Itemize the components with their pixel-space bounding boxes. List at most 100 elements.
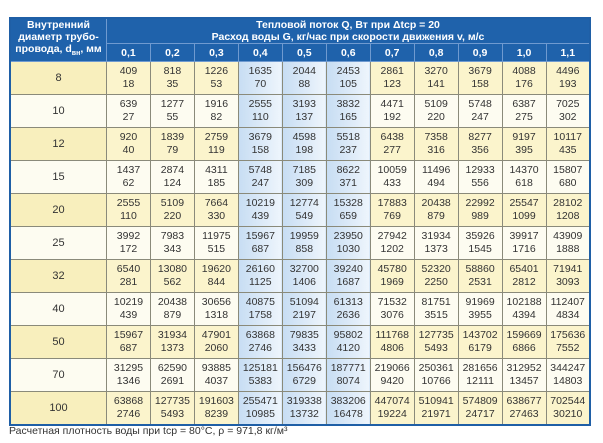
water-flow-value: 356 [471,144,489,156]
heat-flow-value: 81751 [421,296,451,308]
value-cell: 26160 1125 [237,259,283,293]
value-cell: 10117 435 [545,127,591,161]
value-cell: 187771 8074 [325,358,371,392]
water-flow-value: 1888 [556,243,580,255]
value-cell: 7664 330 [193,193,239,227]
water-flow-value: 2812 [512,276,536,288]
heat-flow-value: 4311 [205,164,228,176]
heat-flow-value: 7664 [204,197,229,209]
value-cell: 1226 53 [193,61,239,95]
heat-flow-value: 1226 [204,65,229,77]
heat-flow-value: 383206 [330,395,366,407]
water-flow-value: 185 [207,177,226,189]
water-flow-value: 158 [471,78,489,90]
water-flow-value: 16478 [333,408,363,420]
water-flow-value: 858 [295,243,314,255]
value-cell: 6438 277 [369,127,415,161]
water-flow-value: 1716 [512,243,536,255]
value-cell: 65401 2812 [501,259,547,293]
heat-flow-value: 2555 [248,98,273,110]
header-text: , мм [80,43,102,56]
heat-flow-value: 3193 [292,98,316,110]
diameter-cell: 8 [9,61,107,95]
value-cell: 31295 1346 [106,358,151,392]
heat-flow-value: 8622 [336,164,360,176]
heat-flow-value: 15328 [333,197,363,209]
heat-flow-value: 58860 [465,263,495,275]
water-flow-value: 137 [295,111,314,123]
value-cell: 23950 1030 [325,226,371,260]
water-flow-value: 18 [122,78,135,90]
value-cell: 4598 198 [281,127,327,161]
diameter-cell: 12 [9,127,107,161]
water-flow-value: 3515 [424,309,448,321]
heat-flow-value: 127735 [418,329,454,341]
heat-flow-value: 3832 [336,98,360,110]
table-row: 15 1437 62 2874 124 4311 185 5748 247 7185 309 8622… [9,160,591,194]
heat-flow-value: 15807 [553,164,583,176]
value-cell: 1437 62 [106,160,151,194]
value-cell: 2453 105 [325,61,371,95]
heat-flow-value: 312952 [506,362,542,374]
water-flow-value: 10985 [245,408,275,420]
value-cell: 5109 220 [413,94,459,128]
heat-flow-value: 159669 [506,329,542,341]
water-flow-value: 123 [383,78,401,90]
water-flow-value: 27463 [509,408,539,420]
value-cell: 32700 1406 [281,259,327,293]
heat-flow-value: 25547 [509,197,539,209]
value-cell: 2555 110 [237,94,283,128]
table-row: 100 63868 2746 127735 5493 191603 8239 255471 10… [9,391,591,426]
value-cell: 81751 3515 [413,292,459,326]
value-cell: 4471 192 [369,94,415,128]
heat-flow-value: 17883 [377,197,407,209]
value-cell: 191603 8239 [193,391,239,426]
value-cell: 4088 176 [501,61,547,95]
heat-flow-value: 14370 [509,164,539,176]
heat-flow-value: 2453 [336,65,360,77]
value-cell: 255471 10985 [237,391,283,426]
heat-flow-value: 20438 [421,197,451,209]
water-flow-value: 193 [559,78,577,90]
diameter-cell: 40 [9,292,107,326]
water-flow-value: 549 [295,210,314,222]
value-cell: 22992 989 [457,193,503,227]
water-flow-value: 3093 [556,276,580,288]
diameter-cell: 100 [9,391,107,426]
water-flow-value: 10766 [421,375,451,387]
water-flow-value: 30210 [553,408,583,420]
heat-flow-value: 219066 [374,362,410,374]
diameter-cell: 20 [9,193,107,227]
heat-flow-value: 447074 [374,395,410,407]
value-cell: 312952 13457 [501,358,547,392]
water-flow-value: 79 [166,144,179,156]
water-flow-value: 7552 [556,342,580,354]
heat-flow-value: 31934 [421,230,451,242]
heat-flow-value: 12774 [289,197,319,209]
value-cell: 344247 14803 [545,358,591,392]
value-cell: 71532 3076 [369,292,415,326]
heat-flow-value: 11496 [421,164,451,176]
heat-flow-value: 95802 [333,329,363,341]
heat-flow-value: 27942 [377,230,407,242]
heat-flow-value: 10117 [553,131,582,143]
heat-flow-value: 13080 [157,263,188,275]
value-cell: 159669 6866 [501,325,547,359]
value-cell: 8277 356 [457,127,503,161]
water-flow-value: 35 [166,78,179,90]
heat-flow-value: 2555 [116,197,141,209]
value-cell: 35926 1545 [457,226,503,260]
water-flow-value: 8074 [336,375,360,387]
value-cell: 7185 309 [281,160,327,194]
speed-header: 0,2 [149,43,195,62]
water-flow-value: 618 [515,177,533,189]
water-flow-value: 110 [251,111,269,123]
value-cell: 12774 549 [281,193,327,227]
heat-flow-value: 5109 [424,98,448,110]
water-flow-value: 220 [163,210,182,222]
diameter-cell: 15 [9,160,107,194]
heat-flow-value: 510941 [418,395,454,407]
water-flow-value: 2060 [204,342,229,354]
water-flow-value: 124 [163,177,182,189]
heat-flow-value: 255471 [242,395,278,407]
